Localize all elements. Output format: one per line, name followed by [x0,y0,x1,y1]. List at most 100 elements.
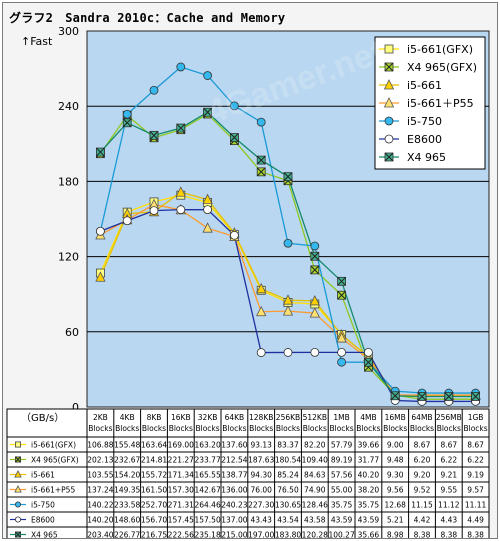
table-cell: 187.63 [248,456,274,465]
table-cell: 9.52 [414,486,431,495]
legend-swatch-marker [383,79,395,90]
legend-swatch-marker [384,62,394,72]
table-cell: 157.30 [168,486,194,495]
x-tick-label: Blocks [115,424,139,433]
table-cell: 171.34 [168,471,194,480]
x-tick-label: 2KB [93,413,108,422]
data-point [203,107,213,117]
table-cell: 4.49 [467,516,484,525]
table-cell: 163.64 [141,441,167,450]
table-cell: 226.77 [114,531,140,539]
data-point [390,391,400,401]
x-tick-label: Blocks [463,424,487,433]
y-tick-label: 0 [72,401,79,414]
marker-cross [122,118,132,128]
table-row-label: E8600 [31,516,55,525]
table-cell: 35.75 [358,501,380,510]
data-point [337,347,347,357]
marker-cross [283,172,293,181]
table-cell: 35.75 [331,501,353,510]
table-cell: 157.45 [168,516,194,525]
x-tick-label: Blocks [169,424,193,433]
x-tick-label: 256MB [436,413,462,422]
table-cell: 154.20 [114,471,140,480]
table-cell: 57.79 [331,441,353,450]
legend-label: i5-661＋P55 [407,97,474,110]
data-point [256,348,266,357]
table-cell: 232.67 [114,456,140,465]
unit-label: （GB/s） [21,413,65,424]
table-cell: 9.21 [440,471,457,480]
data-point [122,216,132,226]
marker-cross [149,130,159,140]
table-cell: 94.30 [250,471,272,480]
table-row-label: i5-750 [31,501,55,510]
x-tick-label: 4KB [120,413,135,422]
table-cell: 163.20 [194,441,220,450]
table-row-label: i5-661+P55 [31,486,75,495]
table-key-marker [14,531,21,538]
table-cell: 9.57 [467,486,484,495]
cache-memory-chart: 0 60 120 180 240 300 i5-661(GFX) X4 965(GFX) i5-… [6,25,490,539]
data-point [444,392,454,401]
table-cell: 138.77 [221,471,247,480]
table-cell: 43.59 [331,516,353,525]
table-cell: 203.40 [87,531,113,539]
legend-swatch-marker [384,134,394,144]
data-point [310,241,320,251]
table-key-marker [14,456,21,463]
marker-cross [230,133,239,142]
marker-cross [176,123,186,133]
marker-cross [15,456,21,463]
table-cell: 8.38 [440,531,457,539]
table-cell: 55.00 [331,486,353,495]
table-cell: 76.00 [250,486,272,495]
legend-label: i5-750 [407,115,442,128]
marker-cross [310,251,320,261]
table-cell: 35.66 [358,531,380,539]
table-cell: 11.12 [438,501,460,510]
table-key-marker [14,441,21,448]
table-cell: 43.58 [304,516,326,525]
table-cell: 4.43 [440,516,457,525]
table-cell: 84.63 [304,471,326,480]
x-tick-label: 1GB [468,413,484,422]
marker-cross [15,531,21,538]
data-point [256,282,267,294]
table-cell: 183.80 [275,531,301,539]
data-point [95,271,106,282]
x-tick-label: 64MB [411,413,432,422]
table-cell: 149.35 [114,486,140,495]
x-tick-label: 4MB [360,413,376,422]
table-cell: 9.30 [387,471,404,480]
table-cell: 43.54 [277,516,299,525]
table-cell: 9.00 [387,441,404,450]
y-tick-label: 240 [58,100,79,113]
x-tick-label: Blocks [437,424,461,433]
data-point [310,347,320,357]
table-row-label: X4 965(GFX) [31,456,79,465]
x-tick-label: 64KB [225,413,245,422]
data-point [256,167,266,177]
y-tick-label: 60 [65,326,79,339]
table-cell: 148.60 [114,516,140,525]
table-cell: 8.38 [414,531,431,539]
table-cell: 212.54 [221,456,247,465]
table-key-marker [14,501,21,508]
legend-label: E8600 [407,133,442,146]
table-cell: 11.15 [411,501,433,510]
data-point [176,205,186,215]
table-cell: 221.27 [168,456,194,465]
table-cell: 6.20 [414,456,431,465]
data-point [283,238,293,248]
data-point [309,307,320,318]
marker-cross [96,147,105,157]
table-row-label: X4 965 [31,531,58,539]
table-cell: 31.77 [358,456,380,465]
table-cell: 156.70 [141,516,167,525]
x-tick-label: Blocks [383,424,407,433]
data-point [309,295,320,306]
table-cell: 155.72 [141,471,167,480]
data-point [256,305,267,317]
table-cell: 264.46 [194,501,220,510]
